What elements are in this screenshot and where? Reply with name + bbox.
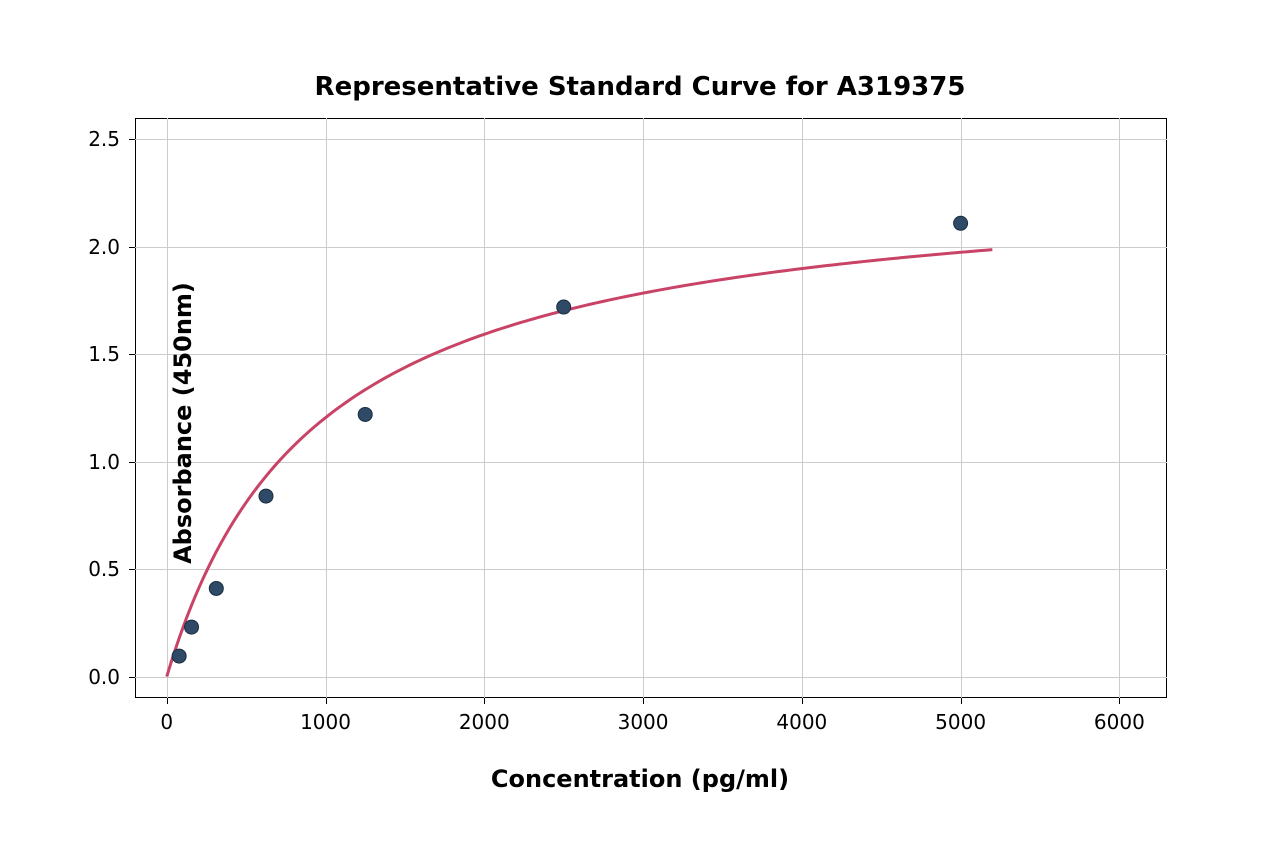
y-tick bbox=[129, 247, 135, 248]
x-tick-label: 1000 bbox=[300, 710, 351, 734]
chart-title: Representative Standard Curve for A31937… bbox=[0, 72, 1280, 102]
y-tick bbox=[129, 354, 135, 355]
y-tick-label: 0.0 bbox=[88, 665, 120, 689]
data-point bbox=[209, 581, 223, 595]
y-tick bbox=[129, 139, 135, 140]
x-tick bbox=[961, 698, 962, 704]
data-point bbox=[259, 489, 273, 503]
data-point bbox=[172, 649, 186, 663]
x-tick-label: 4000 bbox=[776, 710, 827, 734]
y-tick-label: 2.0 bbox=[88, 235, 120, 259]
y-tick bbox=[129, 462, 135, 463]
x-tick bbox=[1119, 698, 1120, 704]
x-tick bbox=[167, 698, 168, 704]
chart-svg-layer bbox=[135, 118, 1167, 698]
y-tick-label: 2.5 bbox=[88, 127, 120, 151]
y-tick-label: 1.0 bbox=[88, 450, 120, 474]
x-axis-label: Concentration (pg/ml) bbox=[0, 765, 1280, 793]
y-tick bbox=[129, 569, 135, 570]
data-point bbox=[954, 216, 968, 230]
x-tick bbox=[643, 698, 644, 704]
y-tick-label: 0.5 bbox=[88, 557, 120, 581]
x-tick-label: 3000 bbox=[618, 710, 669, 734]
x-tick bbox=[802, 698, 803, 704]
data-point bbox=[557, 300, 571, 314]
chart-plot-area: 01000200030004000500060000.00.51.01.52.0… bbox=[135, 118, 1167, 698]
x-tick bbox=[484, 698, 485, 704]
x-tick-label: 2000 bbox=[459, 710, 510, 734]
data-point bbox=[358, 407, 372, 421]
x-tick-label: 5000 bbox=[935, 710, 986, 734]
fit-curve bbox=[167, 250, 993, 677]
y-tick bbox=[129, 677, 135, 678]
x-tick-label: 0 bbox=[160, 710, 173, 734]
x-tick-label: 6000 bbox=[1094, 710, 1145, 734]
y-axis-label: Absorbance (450nm) bbox=[169, 282, 197, 564]
x-tick bbox=[326, 698, 327, 704]
data-point bbox=[185, 620, 199, 634]
y-tick-label: 1.5 bbox=[88, 342, 120, 366]
